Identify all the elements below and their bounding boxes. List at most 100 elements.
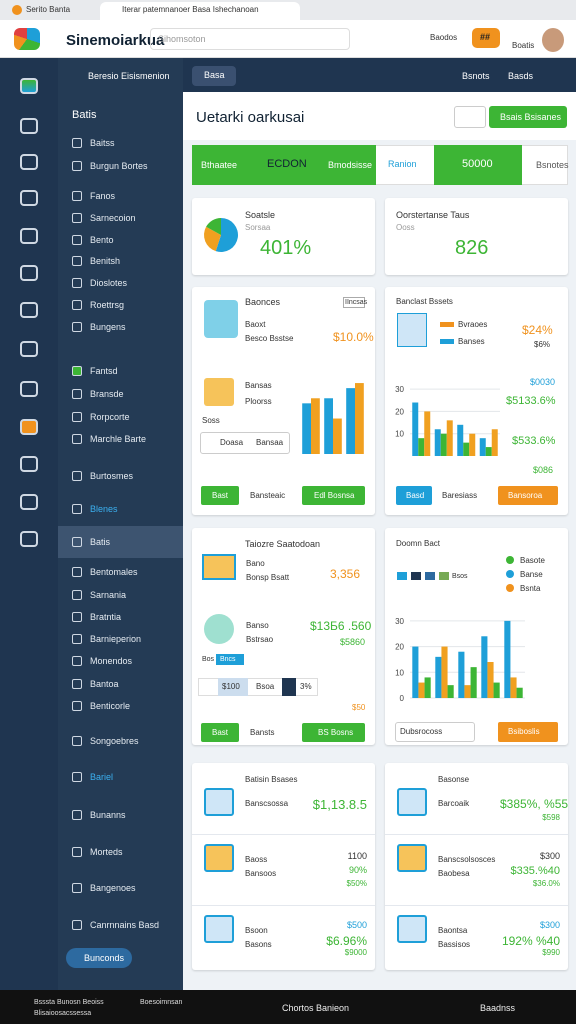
rail-icon[interactable] <box>20 341 38 357</box>
rail-icon[interactable] <box>20 190 38 206</box>
rail-icon[interactable] <box>20 118 38 134</box>
sidebar-item[interactable]: Bantoa <box>90 679 119 689</box>
pager-label[interactable]: Bsoa <box>256 682 275 691</box>
illustration <box>397 788 427 816</box>
select[interactable] <box>395 722 475 742</box>
pager-label[interactable]: 3% <box>300 682 312 691</box>
search-box[interactable] <box>150 28 350 50</box>
tab-label[interactable]: Bthaatee <box>201 160 238 170</box>
button[interactable] <box>201 723 239 742</box>
sidebar-button[interactable] <box>66 948 132 968</box>
sidebar-item[interactable]: Bransde <box>90 389 124 399</box>
tab-label[interactable]: ECDON <box>267 158 307 170</box>
sidebar-item[interactable]: Songoebres <box>90 736 139 746</box>
rail-icon[interactable] <box>20 381 38 397</box>
tab-label[interactable]: Ranion <box>388 159 417 169</box>
card-title: Doomn Bact <box>396 539 441 548</box>
sidebar-item[interactable]: Bento <box>90 235 114 245</box>
button[interactable] <box>302 486 365 505</box>
sidebar-item[interactable]: Barnieperion <box>90 634 142 644</box>
sidebar-item[interactable]: Bariel <box>90 772 114 782</box>
sidebar-item[interactable]: Sarnecoion <box>90 213 136 223</box>
pie-slice <box>206 218 221 235</box>
badge[interactable] <box>472 28 500 48</box>
select-label: Doasa <box>220 438 244 447</box>
sidebar-item[interactable]: Benticorle <box>90 701 131 711</box>
menu-label[interactable]: Basds <box>508 71 534 81</box>
sidebar-title: Beresio Eisismenion <box>88 71 170 81</box>
legend-swatch <box>440 322 454 327</box>
sidebar-item[interactable]: Dioslotes <box>90 278 128 288</box>
sidebar-item[interactable]: Bungens <box>90 322 126 332</box>
rail-icon[interactable] <box>20 494 38 510</box>
taskbar-text[interactable]: Chortos Banieon <box>282 1003 350 1013</box>
sidebar-item[interactable]: Rorpcorte <box>90 412 130 422</box>
sidebar-item[interactable]: Canrnnains Basd <box>90 920 160 930</box>
page-action[interactable] <box>489 106 567 128</box>
sidebar-item[interactable]: Benitsh <box>90 256 121 266</box>
bar <box>470 667 477 698</box>
bar <box>479 438 486 456</box>
tag <box>343 297 365 308</box>
select[interactable] <box>200 432 290 454</box>
button[interactable] <box>302 723 365 742</box>
avatar[interactable] <box>542 28 564 52</box>
header-link[interactable]: Baodos <box>430 33 458 42</box>
chart: 0 10 20 30 <box>395 617 525 703</box>
top-button[interactable] <box>192 66 236 86</box>
sidebar-item[interactable]: Bunanns <box>90 810 126 820</box>
button[interactable] <box>498 486 558 505</box>
rail-icon[interactable] <box>20 154 38 170</box>
legend-dot <box>506 570 514 578</box>
tab-label[interactable]: 50000 <box>462 158 493 170</box>
tab-label[interactable]: Bsnotes <box>536 160 569 170</box>
sidebar-item[interactable]: Sarnania <box>90 590 127 600</box>
pager-item[interactable] <box>282 678 296 696</box>
sidebar-item[interactable]: Fantsd <box>90 366 118 376</box>
sidebar-item[interactable]: Monendos <box>90 656 133 666</box>
sidebar-item[interactable]: Burgun Bortes <box>90 161 148 171</box>
rail-icon[interactable] <box>20 456 38 472</box>
link[interactable]: Bansteaic <box>250 491 286 500</box>
sidebar-item[interactable]: Marchle Barte <box>90 434 147 444</box>
button[interactable] <box>201 486 239 505</box>
rail-icon[interactable] <box>20 419 38 435</box>
row-title: Baoss <box>245 855 268 864</box>
sidebar-icon <box>72 138 82 148</box>
rail-icon[interactable] <box>20 265 38 281</box>
button[interactable] <box>498 722 558 742</box>
sidebar-item[interactable]: Bentomales <box>90 567 138 577</box>
tab-label[interactable]: Bmodsisse <box>328 160 373 170</box>
active-tab <box>100 2 300 20</box>
rail-icon[interactable] <box>20 531 38 547</box>
card-title: Oorstertanse Taus <box>396 210 470 220</box>
sidebar-item[interactable]: Roettrsg <box>90 300 125 310</box>
rail-icon[interactable] <box>20 228 38 244</box>
sidebar-item[interactable]: Bratntia <box>90 612 122 622</box>
sidebar-item[interactable]: Fanos <box>90 191 116 201</box>
tab-title: Iterar patemnanoer Basa Ishechanoan <box>122 5 259 14</box>
pager-item[interactable] <box>218 678 248 696</box>
bar <box>440 433 447 456</box>
link[interactable]: Bansts <box>250 728 275 737</box>
row-title: Banscsossa <box>245 799 289 808</box>
button[interactable] <box>396 486 432 505</box>
user-name[interactable]: Bsnots <box>462 71 490 81</box>
sidebar-item[interactable]: Morteds <box>90 847 123 857</box>
sidebar-item[interactable]: Blenes <box>90 504 118 514</box>
link[interactable]: Baresiass <box>442 491 478 500</box>
illustration <box>397 915 427 943</box>
page-search[interactable] <box>454 106 486 128</box>
rail-icon[interactable] <box>20 302 38 318</box>
taskbar-text[interactable]: Baadnss <box>480 1003 516 1013</box>
y-tick-label: 10 <box>395 668 404 677</box>
sidebar-item[interactable]: Burtosmes <box>90 471 134 481</box>
row-value: $300 <box>539 920 560 930</box>
sidebar-icon <box>72 567 82 577</box>
row-title: Baoxt <box>245 320 266 329</box>
sidebar-item[interactable]: Baitss <box>90 138 115 148</box>
sidebar-item[interactable]: Batis <box>90 537 111 547</box>
rail-icon[interactable] <box>20 78 38 94</box>
sidebar-item[interactable]: Bangenoes <box>90 883 136 893</box>
bar <box>493 682 500 698</box>
